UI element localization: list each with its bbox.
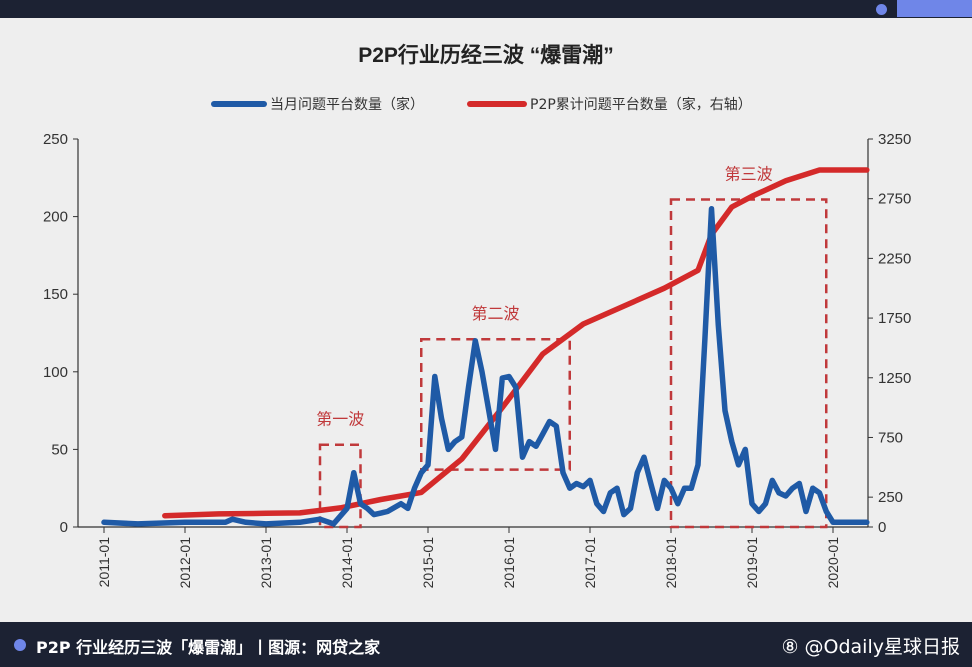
- series-lines: [101, 167, 870, 527]
- y-left-tick-label: 100: [43, 364, 68, 381]
- monthly-series-line: [101, 206, 870, 527]
- chart-svg: P2P行业历经三波 “爆雷潮” 当月问题平台数量（家） P2P累计问题平台数量（…: [43, 43, 911, 588]
- circle-icon: [14, 639, 26, 651]
- x-tick-label: 2020-01: [825, 537, 841, 589]
- x-tick-label: 2016-01: [501, 537, 517, 589]
- y-right-tick-label: 250: [878, 489, 903, 506]
- legend: 当月问题平台数量（家） P2P累计问题平台数量（家，右轴）: [211, 96, 752, 113]
- y-left-tick-label: 50: [51, 441, 68, 458]
- top-bar: [0, 0, 972, 18]
- caption-text: P2P 行业经历三波「爆雷潮」丨图源：网贷之家: [36, 638, 381, 657]
- caption-bar: P2P 行业经历三波「爆雷潮」丨图源：网贷之家 ⑧ @Odaily星球日报: [0, 622, 972, 667]
- wave-box: [420, 337, 571, 471]
- watermark-text: ⑧ @Odaily星球日报: [781, 636, 960, 658]
- x-tick-label: 2015-01: [420, 537, 436, 589]
- cumulative-series-line: [162, 167, 870, 519]
- x-tick-label: 2018-01: [663, 537, 679, 589]
- chart-title: P2P行业历经三波 “爆雷潮”: [358, 43, 614, 67]
- y-right-tick-label: 750: [878, 429, 903, 446]
- wave-label: 第二波: [471, 304, 519, 323]
- axes: 0 50 100 150 200 250 0 250 750 1250 1750 2250 2750 32…: [43, 131, 911, 588]
- y-right-tick-label: 1250: [878, 370, 911, 387]
- x-tick-label: 2017-01: [582, 537, 598, 589]
- wave-label: 第一波: [316, 410, 364, 429]
- accent-block: [897, 0, 972, 17]
- y-left-tick-label: 150: [43, 286, 68, 303]
- y-right-tick-label: 2750: [878, 191, 911, 208]
- legend-label-monthly: 当月问题平台数量（家）: [270, 96, 424, 113]
- wave-label: 第三波: [725, 165, 773, 184]
- y-left-tick-label: 0: [60, 519, 68, 536]
- x-tick-label: 2014-01: [339, 537, 355, 589]
- x-tick-label: 2013-01: [258, 537, 274, 589]
- y-right-tick-label: 2250: [878, 250, 911, 267]
- x-tick-label: 2019-01: [744, 537, 760, 589]
- y-left-tick-label: 250: [43, 131, 68, 148]
- y-right-tick-label: 3250: [878, 131, 911, 148]
- y-right-tick-label: 0: [878, 519, 886, 536]
- wave-box: [318, 443, 362, 529]
- legend-label-cumulative: P2P累计问题平台数量（家，右轴）: [530, 96, 752, 113]
- y-right-tick-label: 1750: [878, 310, 911, 327]
- x-tick-label: 2011-01: [96, 537, 112, 588]
- circle-icon: [876, 4, 887, 15]
- x-tick-label: 2012-01: [177, 537, 193, 589]
- y-left-tick-label: 200: [43, 209, 68, 226]
